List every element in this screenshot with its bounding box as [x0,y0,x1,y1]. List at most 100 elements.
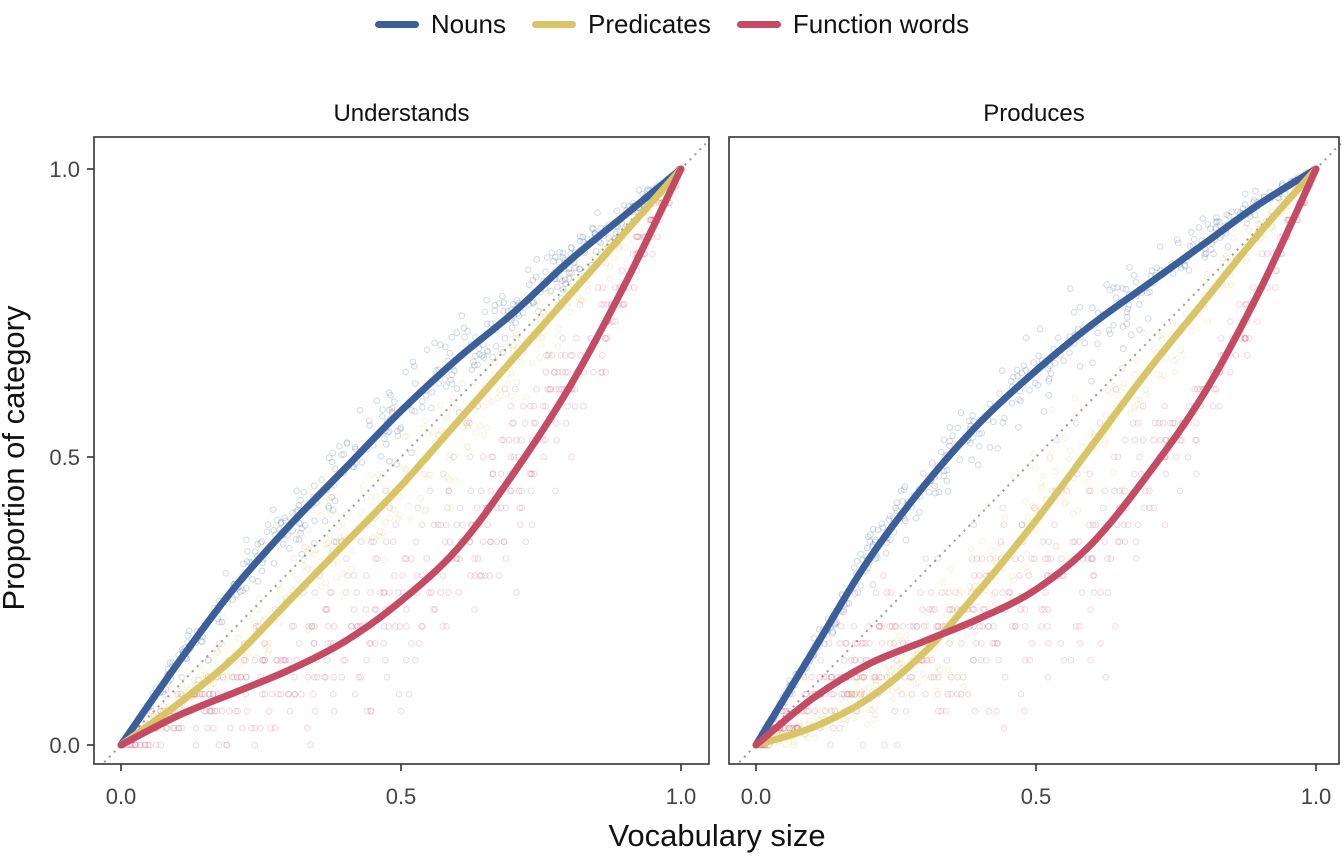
scatter-point-function-words-produces [1192,436,1199,444]
scatter-point-nouns-understands [512,319,519,326]
scatter-point-predicates-produces [921,675,929,682]
scatter-point-predicates-produces [871,711,879,718]
scatter-point-function-words-produces [986,555,994,562]
scatter-point-function-words-understands [234,707,241,715]
scatter-point-function-words-produces [1009,623,1016,630]
scatter-point-nouns-produces [886,512,894,520]
scatter-point-predicates-understands [621,244,629,251]
scatter-point-function-words-understands [515,487,523,495]
scatter-point-function-words-produces [1011,555,1019,562]
scatter-point-function-words-produces [890,640,897,647]
scatter-point-predicates-produces [1245,227,1252,234]
scatter-point-predicates-produces [1201,277,1209,285]
scatter-point-function-words-produces [964,690,972,698]
scatter-point-predicates-produces [1032,506,1039,513]
scatter-point-nouns-produces [902,536,910,544]
scatter-point-predicates-produces [1217,267,1224,274]
scatter-point-function-words-produces [1087,656,1094,664]
scatter-point-predicates-produces [939,579,947,586]
scatter-point-predicates-produces [1151,346,1158,353]
scatter-point-nouns-produces [1060,357,1068,365]
scatter-point-predicates-produces [1155,332,1162,340]
scatter-point-function-words-produces [1258,250,1266,258]
scatter-point-function-words-understands [598,368,606,376]
scatter-point-nouns-understands [215,619,223,626]
scatter-point-function-words-understands [551,368,558,376]
scatter-point-function-words-understands [507,402,515,410]
scatter-point-function-words-understands [446,538,454,546]
scatter-point-function-words-understands [383,673,391,681]
scatter-point-function-words-produces [944,690,952,698]
scatter-point-function-words-understands [544,385,552,393]
scatter-point-predicates-understands [325,494,332,501]
scatter-point-function-words-produces [1030,555,1038,562]
scatter-point-nouns-produces [1020,362,1028,370]
scatter-point-function-words-produces [934,555,941,562]
scatter-point-function-words-produces [1169,419,1177,427]
scatter-point-function-words-understands [500,538,508,546]
scatter-point-function-words-understands [597,301,605,308]
x-tick-label-understands: 1.0 [666,784,697,809]
scatter-point-nouns-understands [254,578,262,585]
scatter-point-predicates-produces [1046,455,1054,463]
scatter-point-function-words-produces [883,673,891,681]
scatter-point-nouns-understands [390,398,398,405]
scatter-point-function-words-understands [478,572,485,579]
scatter-point-predicates-produces [1081,466,1089,474]
scatter-point-function-words-produces [980,606,987,613]
scatter-point-nouns-understands [297,529,305,537]
y-tick-label: 1.0 [49,157,80,182]
scatter-point-predicates-understands [197,671,205,679]
scatter-point-function-words-produces [1171,419,1178,427]
scatter-point-function-words-understands [553,436,560,444]
scatter-point-function-words-produces [1139,402,1147,410]
scatter-point-nouns-understands [481,308,489,316]
scatter-point-function-words-produces [1145,487,1153,495]
scatter-point-function-words-understands [590,368,597,376]
scatter-point-function-words-produces [1021,707,1028,715]
scatter-point-predicates-understands [305,626,313,634]
scatter-point-function-words-understands [407,555,415,562]
scatter-point-function-words-understands [251,741,259,749]
scatter-point-nouns-understands [366,421,373,429]
scatter-point-function-words-understands [258,690,266,698]
scatter-point-nouns-produces [944,487,952,495]
scatter-point-predicates-produces [1243,253,1251,261]
scatter-point-nouns-understands [233,591,240,598]
scatter-point-nouns-understands [460,324,468,332]
scatter-point-nouns-understands [475,351,483,358]
scatter-point-predicates-understands [265,639,273,647]
scatter-point-predicates-produces [843,716,851,724]
y-tick-label: 0.0 [49,733,80,758]
scatter-point-nouns-produces [901,517,909,525]
scatter-point-predicates-understands [367,471,375,479]
scatter-point-function-words-produces [927,673,935,681]
scatter-point-function-words-understands [291,690,298,698]
scatter-point-predicates-understands [447,504,455,512]
scatter-point-predicates-understands [477,422,484,430]
scatter-point-nouns-understands [446,350,454,357]
scatter-point-function-words-produces [953,690,961,698]
scatter-point-function-words-understands [418,623,426,630]
scatter-point-predicates-produces [868,706,876,714]
scatter-point-function-words-produces [1043,623,1051,630]
scatter-point-function-words-produces [844,690,851,698]
scatter-point-predicates-understands [589,256,596,264]
scatter-point-nouns-produces [1081,339,1089,347]
scatter-point-function-words-understands [413,572,420,579]
scatter-point-function-words-understands [439,572,447,579]
scatter-point-predicates-understands [435,431,442,439]
scatter-point-predicates-understands [333,573,341,581]
scatter-point-function-words-understands [137,741,144,749]
scatter-point-nouns-produces [1185,267,1193,274]
scatter-point-nouns-understands [377,453,385,460]
scatter-point-function-words-produces [1271,284,1279,291]
scatter-point-function-words-produces [847,656,855,664]
scatter-point-nouns-understands [356,406,364,414]
scatter-point-function-words-produces [851,640,859,647]
scatter-point-function-words-produces [1226,318,1234,325]
scatter-point-nouns-understands [310,482,318,490]
scatter-point-function-words-produces [1057,640,1065,647]
scatter-point-function-words-understands [330,538,338,546]
scatter-point-predicates-produces [951,604,959,611]
